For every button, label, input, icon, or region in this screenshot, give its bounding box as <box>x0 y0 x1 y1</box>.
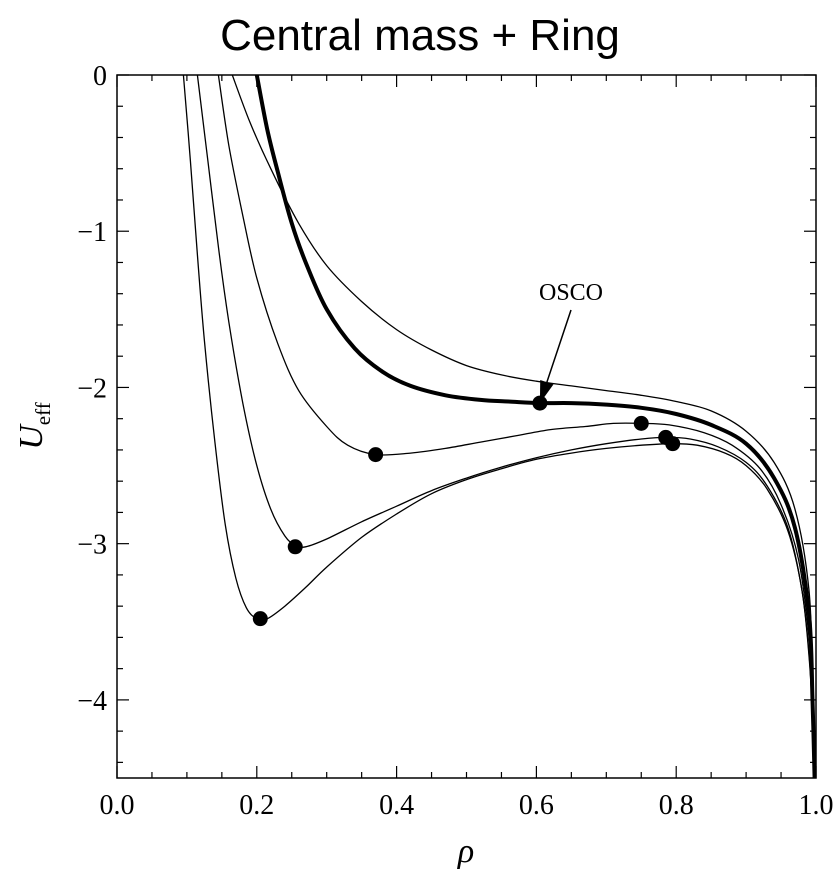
extremum-marker-3 <box>633 415 649 431</box>
x-tick-label: 0.0 <box>100 790 135 821</box>
y-tick-label: 0 <box>93 61 107 92</box>
y-tick-label: −4 <box>77 686 107 717</box>
y-tick-label: −3 <box>77 530 107 561</box>
y-axis-label-subscript: eff <box>31 402 55 425</box>
osco-arrow-line <box>546 309 572 383</box>
x-tick-label: 0.6 <box>519 790 554 821</box>
x-tick-label: 0.2 <box>239 790 274 821</box>
potential-curve-1 <box>231 75 816 778</box>
chart-title: Central mass + Ring <box>220 11 620 60</box>
svg-text:Ueff: Ueff <box>13 402 55 450</box>
markers-layer <box>252 395 681 627</box>
x-axis: 0.0 0.2 0.4 0.6 0.8 1.0 <box>100 75 834 821</box>
extremum-marker-2 <box>368 447 384 463</box>
curves-layer <box>182 75 816 778</box>
extremum-marker-4 <box>287 539 303 555</box>
y-tick-label: −1 <box>77 217 107 248</box>
extremum-marker-7 <box>665 436 681 452</box>
x-axis-label: ρ <box>457 833 474 870</box>
y-axis-label: Ueff <box>13 402 55 450</box>
y-tick-label: −2 <box>77 373 107 404</box>
extremum-marker-1 <box>532 395 548 411</box>
y-axis-label-main: U <box>13 423 50 450</box>
x-tick-label: 1.0 <box>799 790 834 821</box>
extremum-marker-6 <box>252 611 268 627</box>
y-axis: 0 −1 −2 −3 −4 <box>77 61 816 763</box>
x-tick-label: 0.8 <box>659 790 694 821</box>
potential-curve-4 <box>196 75 816 778</box>
x-tick-label: 0.4 <box>379 790 414 821</box>
potential-curve-3 <box>217 75 816 778</box>
osco-annotation-label: OSCO <box>539 280 603 306</box>
potential-curve-5 <box>182 75 816 778</box>
